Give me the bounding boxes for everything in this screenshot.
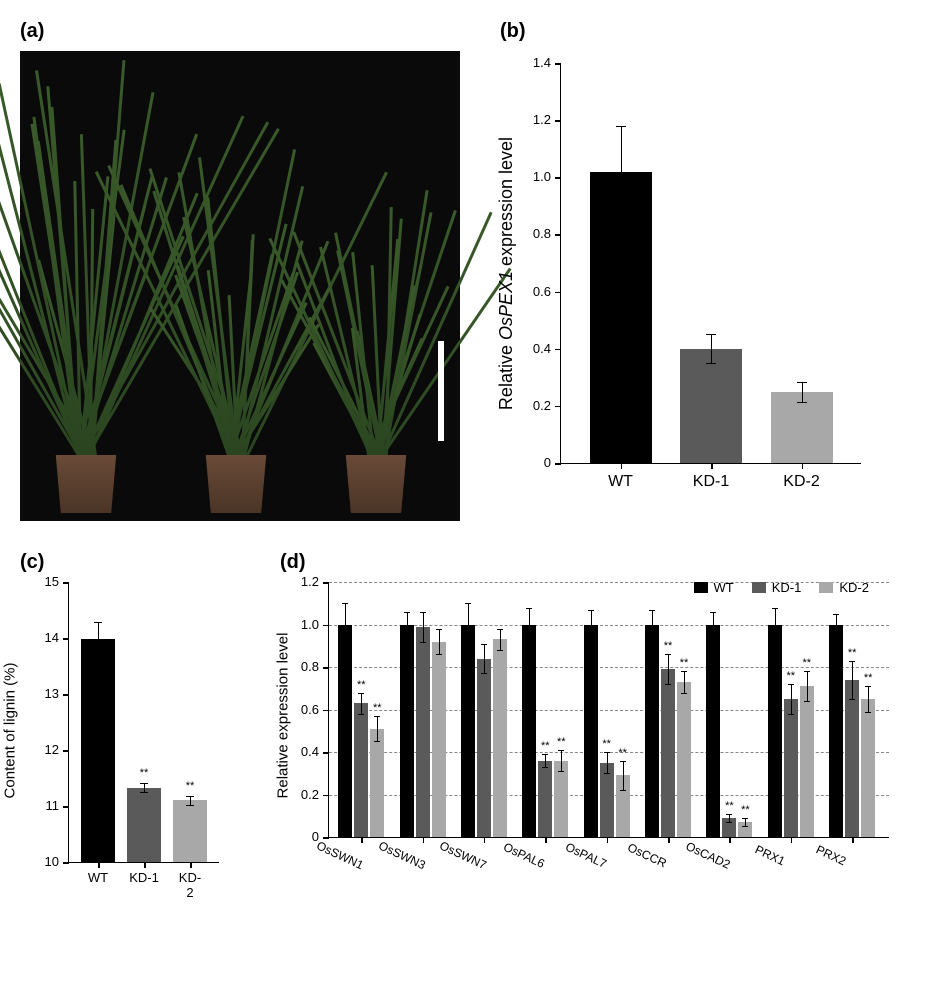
bar	[416, 627, 430, 837]
panel-b: (b) Relative OsPEX1 expression level 00.…	[500, 20, 934, 521]
bar	[800, 686, 814, 837]
bar	[661, 669, 675, 837]
panel-c: (c) Content of lignin (%) 101112131415WT…	[20, 551, 240, 902]
chart-b: Relative OsPEX1 expression level 00.20.4…	[500, 63, 880, 503]
bar	[432, 642, 446, 838]
panel-c-label: (c)	[20, 551, 240, 574]
panel-a-label: (a)	[20, 20, 480, 43]
bar	[861, 699, 875, 837]
bar	[493, 639, 507, 837]
bar	[338, 625, 352, 838]
bar	[680, 349, 742, 463]
bar	[477, 659, 491, 838]
bar	[645, 625, 659, 838]
bar	[522, 625, 536, 838]
bar	[845, 680, 859, 837]
plant-photo	[20, 51, 460, 521]
chart-c: Content of lignin (%) 101112131415WT**KD…	[20, 582, 230, 902]
bar	[461, 625, 475, 838]
bar	[829, 625, 843, 838]
bar	[584, 625, 598, 838]
bar	[538, 761, 552, 838]
bar	[784, 699, 798, 837]
legend: WTKD-1KD-2	[694, 580, 869, 595]
bar	[81, 639, 115, 862]
panel-b-label: (b)	[500, 20, 934, 43]
bar	[706, 625, 720, 838]
bar	[173, 800, 207, 862]
scale-bar	[438, 341, 444, 441]
chart-d: Relative expression level 00.20.40.60.81…	[280, 582, 900, 902]
bar	[677, 682, 691, 837]
panel-d: (d) Relative expression level 00.20.40.6…	[280, 551, 934, 902]
panel-a: (a)	[20, 20, 480, 521]
chart-c-ylabel: Content of lignin (%)	[1, 663, 18, 799]
bar	[400, 625, 414, 838]
bar	[354, 703, 368, 837]
bar	[370, 729, 384, 837]
bar	[127, 788, 161, 862]
bar	[768, 625, 782, 838]
panel-d-label: (d)	[280, 551, 934, 574]
